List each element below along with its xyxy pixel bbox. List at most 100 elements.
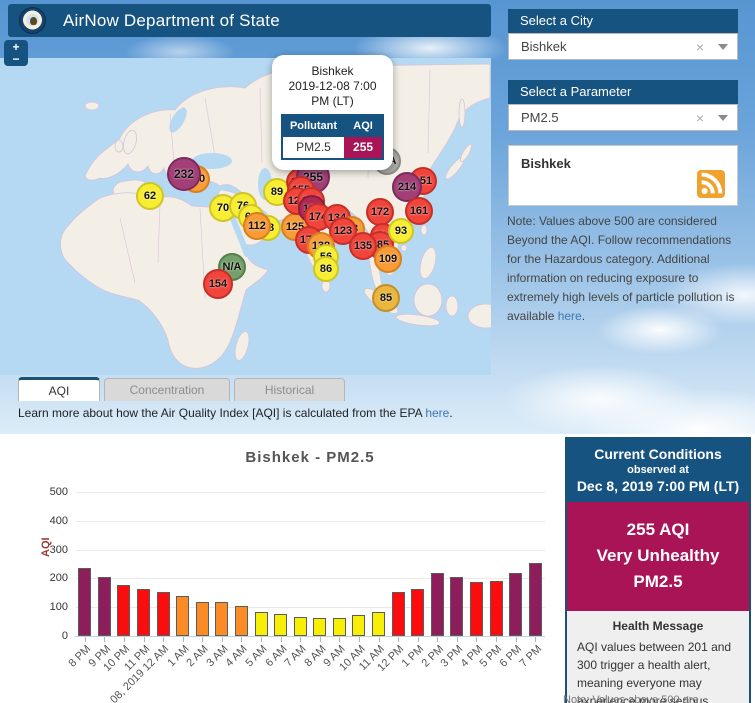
map-marker-232[interactable]: 232 bbox=[167, 157, 201, 191]
bar-11-pm[interactable] bbox=[137, 589, 151, 636]
chevron-down-icon[interactable] bbox=[718, 114, 728, 121]
x-tick bbox=[515, 637, 517, 642]
x-label-6-pm: 6 PM bbox=[497, 643, 525, 670]
map-marker-109[interactable]: 109 bbox=[374, 245, 402, 273]
rss-feed-box: Bishkek bbox=[508, 145, 738, 206]
view-tabs: AQI Concentration Historical bbox=[18, 377, 349, 401]
popup-city: Bishkek bbox=[311, 64, 354, 78]
bar-10-am[interactable] bbox=[352, 615, 366, 636]
gridline-200 bbox=[76, 578, 545, 580]
y-tick-0: 0 bbox=[61, 630, 68, 642]
tab-historical[interactable]: Historical bbox=[234, 378, 345, 401]
map-zoom-control[interactable]: + − bbox=[4, 40, 28, 66]
rss-icon[interactable] bbox=[697, 170, 725, 198]
bar-9-pm[interactable] bbox=[97, 576, 111, 636]
bar-8-pm[interactable] bbox=[78, 568, 92, 636]
bar-5-am[interactable] bbox=[254, 612, 268, 636]
zoom-in-button[interactable]: + bbox=[12, 40, 20, 54]
map-marker-85[interactable]: 85 bbox=[372, 284, 400, 312]
x-label-5-am: 5 AM bbox=[243, 643, 270, 670]
clear-city-icon[interactable]: × bbox=[695, 38, 704, 55]
popup-col-aqi: AQI bbox=[344, 115, 384, 137]
current-conditions-panel: Current Conditions observed at Dec 8, 20… bbox=[565, 437, 751, 703]
x-tick bbox=[221, 637, 223, 642]
bar-2-am[interactable] bbox=[195, 602, 209, 636]
x-tick bbox=[261, 637, 263, 642]
bar-5-pm[interactable] bbox=[489, 581, 503, 636]
x-tick bbox=[378, 637, 380, 642]
parameter-select[interactable]: PM2.5 × bbox=[508, 104, 738, 131]
bar-7-pm[interactable] bbox=[528, 562, 542, 636]
learn-more-here-link[interactable]: here bbox=[425, 406, 450, 420]
x-tick bbox=[496, 637, 498, 642]
bar-1-am[interactable] bbox=[176, 595, 190, 636]
map-marker-62[interactable]: 62 bbox=[136, 182, 164, 210]
x-tick bbox=[456, 637, 458, 642]
beyond-aqi-note: Note: Values above 500 are considered Be… bbox=[507, 212, 745, 326]
note-here-link[interactable]: here bbox=[557, 309, 582, 323]
tab-concentration[interactable]: Concentration bbox=[104, 378, 230, 401]
bar-4-am[interactable] bbox=[234, 605, 248, 636]
x-tick bbox=[437, 637, 439, 642]
panel-aqi-block: 255 AQI Very Unhealthy PM2.5 bbox=[567, 502, 749, 611]
bar-10-pm[interactable] bbox=[117, 584, 131, 636]
x-label-8-pm: 8 PM bbox=[66, 643, 94, 670]
bar-9-am[interactable] bbox=[332, 618, 346, 636]
tab-aqi[interactable]: AQI bbox=[18, 377, 100, 401]
chart-title: Bishkek - PM2.5 bbox=[245, 449, 375, 466]
map-marker-112[interactable]: 112 bbox=[243, 212, 271, 240]
map-marker-154[interactable]: 154 bbox=[203, 269, 233, 299]
bar-1-pm[interactable] bbox=[411, 589, 425, 636]
city-select-value: Bishkek bbox=[521, 39, 567, 54]
x-tick bbox=[202, 637, 204, 642]
x-tick bbox=[476, 637, 478, 642]
gridline-500 bbox=[76, 492, 545, 493]
bar-dec-08-2019-12-am[interactable] bbox=[156, 592, 170, 636]
bar-11-am[interactable] bbox=[372, 612, 386, 636]
bar-3-pm[interactable] bbox=[450, 576, 464, 636]
world-aqi-map[interactable]: 1202326270768966581121251522551551211251… bbox=[0, 58, 491, 375]
bar-3-am[interactable] bbox=[215, 602, 229, 636]
x-label-7-pm: 7 PM bbox=[517, 643, 544, 670]
x-tick bbox=[417, 637, 419, 642]
note-suffix: . bbox=[581, 309, 586, 323]
panel-aqi-value: 255 AQI bbox=[626, 520, 690, 539]
bar-12-pm[interactable] bbox=[391, 592, 405, 636]
clear-parameter-icon[interactable]: × bbox=[695, 109, 704, 126]
x-tick bbox=[104, 637, 106, 642]
panel-datetime: Dec 8, 2019 7:00 PM (LT) bbox=[576, 478, 740, 494]
department-of-state-seal-logo bbox=[19, 7, 46, 34]
bar-8-am[interactable] bbox=[313, 617, 327, 636]
bar-6-pm[interactable] bbox=[509, 572, 523, 636]
bar-4-pm[interactable] bbox=[469, 581, 483, 636]
note-text: Note: Values above 500 are considered Be… bbox=[507, 214, 735, 323]
app-title: AirNow Department of State bbox=[63, 10, 280, 30]
gridline-400 bbox=[76, 520, 545, 522]
x-tick bbox=[241, 637, 243, 642]
popup-datetime-line2: PM (LT) bbox=[311, 94, 354, 108]
map-marker-93[interactable]: 93 bbox=[388, 218, 414, 244]
city-select[interactable]: Bishkek × bbox=[508, 33, 738, 60]
panel-title: Current Conditions bbox=[594, 446, 722, 462]
bar-2-pm[interactable] bbox=[430, 573, 444, 636]
bar-6-am[interactable] bbox=[274, 614, 288, 636]
bar-7-am[interactable] bbox=[293, 616, 307, 636]
map-marker-172[interactable]: 172 bbox=[366, 198, 394, 226]
popup-datetime-line1: 2019-12-08 7:00 bbox=[288, 79, 377, 93]
chevron-down-icon[interactable] bbox=[718, 43, 728, 50]
map-marker-135[interactable]: 135 bbox=[349, 232, 377, 260]
panel-health-block: Health Message AQI values between 201 an… bbox=[567, 611, 749, 703]
map-marker-161[interactable]: 161 bbox=[405, 197, 433, 225]
zoom-out-button[interactable]: − bbox=[12, 52, 20, 66]
x-tick bbox=[300, 637, 302, 642]
learn-more-text: Learn more about how the Air Quality Ind… bbox=[18, 406, 453, 420]
x-tick bbox=[182, 637, 184, 642]
panel-clipped-note: Note: Values above 500 are considered bbox=[563, 694, 699, 703]
x-label-3-pm: 3 PM bbox=[438, 643, 466, 670]
health-message-text: AQI values between 201 and 300 trigger a… bbox=[577, 640, 732, 703]
health-message-title: Health Message bbox=[612, 619, 704, 633]
aqi-bar-chart: Bishkek - PM2.5 AQI 0 100 200 300 400 500 8 PM… bbox=[10, 437, 560, 703]
x-tick bbox=[339, 637, 341, 642]
map-marker-86[interactable]: 86 bbox=[313, 256, 339, 282]
y-tick-200: 200 bbox=[49, 572, 68, 585]
